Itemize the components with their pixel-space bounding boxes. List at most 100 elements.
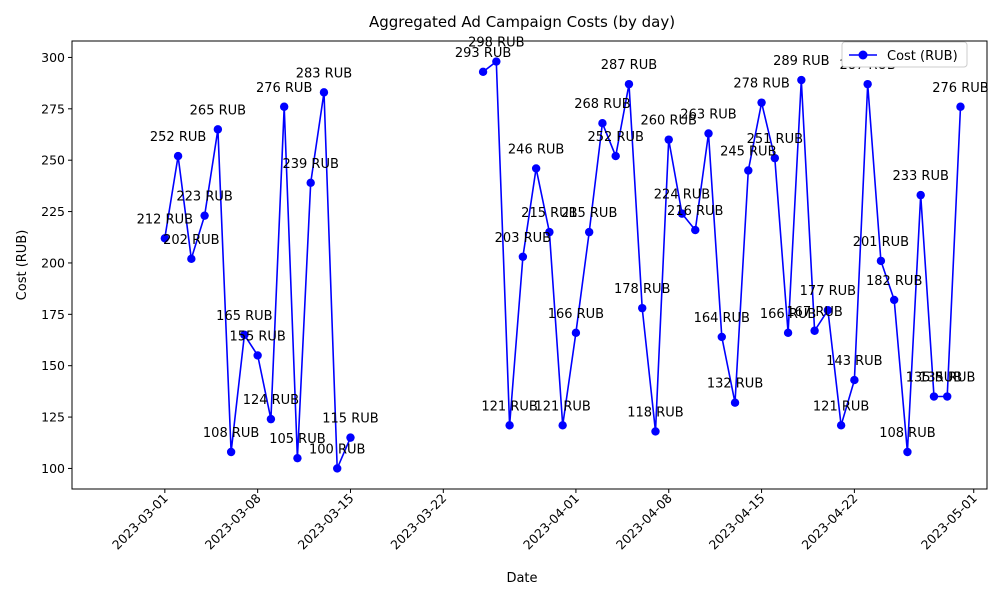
data-label: 182 RUB	[866, 274, 922, 289]
data-label: 124 RUB	[243, 393, 299, 408]
data-label: 233 RUB	[892, 169, 948, 184]
data-label: 216 RUB	[667, 204, 723, 219]
data-point	[876, 256, 886, 266]
data-point	[704, 129, 713, 138]
data-point	[717, 332, 726, 342]
data-label: 135 RUB	[919, 371, 975, 386]
data-point	[266, 414, 276, 424]
data-point	[797, 75, 806, 85]
data-label: 215 RUB	[561, 206, 617, 221]
y-tick-label: 250	[41, 153, 65, 168]
data-point	[744, 166, 753, 175]
data-label: 132 RUB	[707, 377, 763, 392]
data-label: 239 RUB	[282, 157, 338, 172]
x-tick-label: 2023-03-08	[202, 490, 264, 552]
data-point	[638, 303, 647, 313]
x-tick-label: 2023-03-22	[387, 491, 449, 553]
data-point	[492, 57, 501, 66]
data-label: 121 RUB	[534, 399, 590, 414]
y-tick-label: 100	[41, 461, 65, 476]
data-point	[943, 392, 952, 401]
y-tick-label: 200	[41, 255, 65, 270]
x-tick-label: 2023-03-15	[295, 491, 357, 553]
data-label: 166 RUB	[760, 307, 816, 322]
data-labels: 212 RUB 252 RUB 202 RUB 223 RUB 265 RUB 108 R…	[137, 36, 989, 458]
data-point	[770, 153, 780, 163]
data-label: 121 RUB	[481, 399, 537, 414]
data-label: 108 RUB	[203, 426, 259, 441]
data-label: 178 RUB	[614, 282, 670, 297]
data-label: 276 RUB	[256, 81, 312, 96]
data-label: 252 RUB	[150, 130, 206, 145]
data-point	[518, 252, 528, 261]
data-point	[664, 135, 673, 144]
data-point	[836, 421, 846, 430]
data-label: 251 RUB	[747, 132, 803, 147]
data-point	[651, 427, 660, 436]
x-axis: 2023-03-01 2023-03-08 2023-03-15 2023-03-22…	[109, 489, 980, 552]
data-label: 166 RUB	[548, 307, 604, 322]
data-point	[478, 67, 488, 77]
data-point	[677, 209, 687, 218]
x-tick-label: 2023-04-08	[613, 490, 675, 552]
data-label: 263 RUB	[680, 107, 736, 122]
data-label: 223 RUB	[176, 190, 232, 205]
chart-title: Aggregated Ad Campaign Costs (by day)	[369, 13, 675, 31]
y-tick-label: 175	[41, 307, 65, 322]
data-point	[558, 421, 567, 430]
x-tick-label: 2023-05-01	[918, 491, 980, 553]
data-point	[306, 178, 315, 187]
data-point	[624, 79, 634, 89]
y-tick-label: 225	[41, 204, 65, 219]
data-label: 289 RUB	[773, 54, 829, 69]
data-label: 105 RUB	[269, 432, 325, 447]
data-label: 115 RUB	[322, 412, 378, 427]
data-point	[598, 119, 607, 128]
x-tick-label: 2023-04-01	[520, 491, 582, 553]
legend-box	[841, 41, 968, 68]
data-label: 121 RUB	[813, 399, 869, 414]
y-tick-label: 150	[41, 358, 65, 373]
data-point	[783, 328, 793, 338]
x-tick-label: 2023-04-22	[799, 491, 861, 553]
legend-marker	[858, 50, 868, 60]
data-label: 276 RUB	[932, 81, 988, 96]
data-label: 143 RUB	[826, 354, 882, 369]
data-label: 224 RUB	[654, 188, 710, 203]
data-label: 135 RUB	[906, 371, 962, 386]
legend: Cost (RUB)	[841, 41, 968, 68]
data-label: 100 RUB	[309, 442, 365, 457]
data-label: 245 RUB	[720, 144, 776, 159]
data-label: 202 RUB	[163, 233, 219, 248]
data-label: 298 RUB	[468, 36, 524, 51]
data-point	[346, 433, 355, 442]
legend-label: Cost (RUB)	[887, 49, 958, 64]
data-label: 165 RUB	[216, 309, 272, 324]
y-axis: 100 125 150 175 200 225 250 275 300	[41, 50, 72, 476]
data-point	[279, 102, 289, 111]
y-tick-label: 275	[41, 101, 65, 116]
data-label: 167 RUB	[786, 305, 842, 320]
y-tick-label: 125	[41, 410, 65, 425]
x-axis-label: Date	[506, 571, 537, 586]
data-point	[531, 164, 541, 173]
data-point	[730, 398, 740, 407]
data-point	[226, 447, 236, 457]
data-point	[545, 227, 554, 237]
data-point	[319, 88, 329, 97]
data-point	[916, 190, 925, 200]
data-label: 212 RUB	[137, 212, 193, 227]
data-point	[889, 295, 899, 305]
data-point	[293, 453, 302, 463]
data-point	[929, 392, 939, 401]
data-point	[187, 254, 196, 264]
data-point	[213, 125, 223, 134]
data-point	[863, 79, 872, 89]
x-tick-label: 2023-04-15	[706, 491, 768, 553]
data-point	[611, 151, 620, 161]
data-point	[691, 225, 700, 235]
data-label: 118 RUB	[627, 405, 683, 420]
data-point	[160, 234, 170, 243]
plot-area	[71, 40, 988, 490]
